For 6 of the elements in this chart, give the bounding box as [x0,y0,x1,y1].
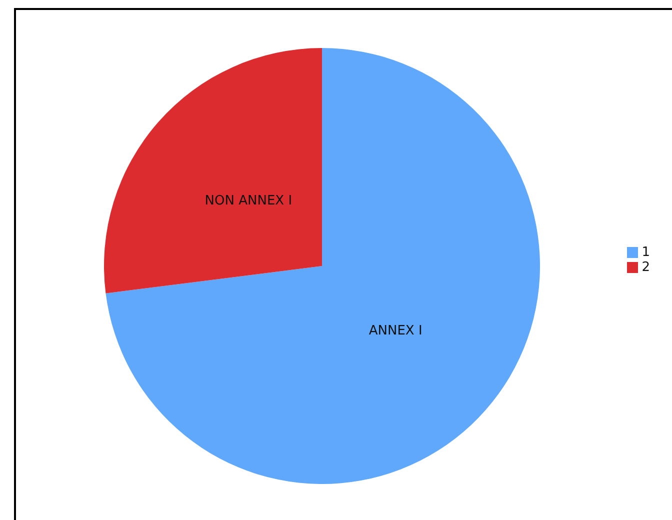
text: ANNEX I [368,323,422,338]
text: NON ANNEX I [204,194,292,209]
legend-label: 2 [642,260,650,275]
legend-label: 1 [642,245,650,260]
pie-slice [106,48,540,484]
pie-slice [104,48,322,294]
